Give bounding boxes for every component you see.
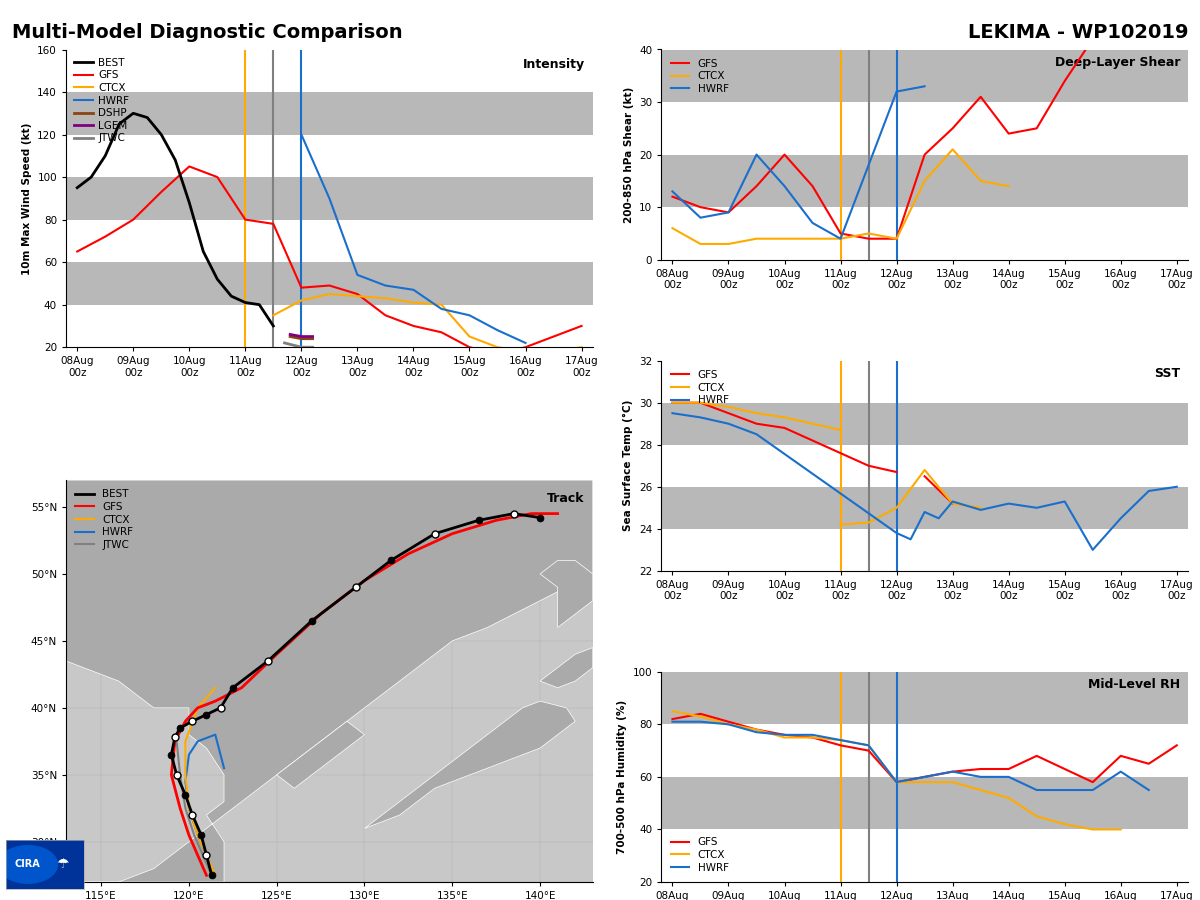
Legend: GFS, CTCX, HWRF: GFS, CTCX, HWRF (666, 833, 733, 877)
Bar (661, 155, 1188, 207)
Bar (661, 529, 1188, 571)
Text: LEKIMA - WP102019: LEKIMA - WP102019 (967, 22, 1188, 41)
Bar (66, 220, 593, 262)
Text: CIRA: CIRA (14, 860, 40, 869)
Legend: GFS, CTCX, HWRF: GFS, CTCX, HWRF (666, 365, 733, 410)
Polygon shape (0, 480, 593, 882)
Polygon shape (365, 701, 575, 828)
Circle shape (0, 846, 58, 883)
Polygon shape (540, 648, 593, 688)
Legend: BEST, GFS, CTCX, HWRF, DSHP, LGEM, JTWC: BEST, GFS, CTCX, HWRF, DSHP, LGEM, JTWC (71, 55, 132, 147)
Legend: BEST, GFS, CTCX, HWRF, JTWC: BEST, GFS, CTCX, HWRF, JTWC (71, 485, 138, 554)
Y-axis label: Sea Surface Temp (°C): Sea Surface Temp (°C) (623, 400, 634, 531)
Y-axis label: 700-500 hPa Humidity (%): 700-500 hPa Humidity (%) (617, 700, 628, 854)
Bar (661, 671, 1188, 724)
Bar (661, 724, 1188, 777)
Bar (661, 445, 1188, 487)
Y-axis label: 200-850 hPa Shear (kt): 200-850 hPa Shear (kt) (624, 86, 634, 222)
Text: Intensity: Intensity (523, 58, 584, 71)
Text: Track: Track (547, 492, 584, 505)
Y-axis label: 10m Max Wind Speed (kt): 10m Max Wind Speed (kt) (22, 122, 31, 274)
Bar (66, 135, 593, 177)
Bar (66, 262, 593, 305)
Text: Mid-Level RH: Mid-Level RH (1088, 678, 1180, 691)
Bar (661, 207, 1188, 260)
Bar (661, 487, 1188, 529)
Bar (661, 361, 1188, 402)
Legend: GFS, CTCX, HWRF: GFS, CTCX, HWRF (666, 55, 733, 98)
Bar (661, 50, 1188, 102)
Text: SST: SST (1154, 367, 1180, 380)
Text: Multi-Model Diagnostic Comparison: Multi-Model Diagnostic Comparison (12, 22, 403, 41)
Text: ☂: ☂ (56, 858, 68, 871)
Bar (661, 102, 1188, 155)
Bar (66, 92, 593, 135)
Bar (661, 402, 1188, 445)
Bar (661, 830, 1188, 882)
Bar (66, 305, 593, 347)
Bar (66, 177, 593, 220)
Text: Deep-Layer Shear: Deep-Layer Shear (1055, 56, 1180, 68)
Polygon shape (277, 721, 365, 788)
Bar (661, 777, 1188, 830)
Polygon shape (540, 561, 593, 627)
Bar (66, 50, 593, 92)
